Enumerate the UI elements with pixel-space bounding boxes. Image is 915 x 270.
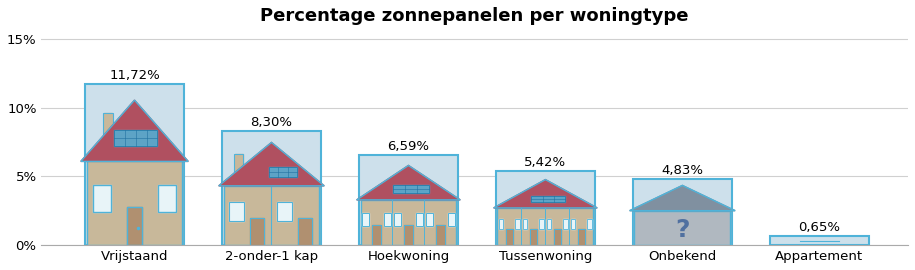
Bar [499,219,503,229]
Bar [269,167,297,177]
Bar [447,214,455,226]
Polygon shape [357,166,460,200]
Bar [85,84,184,245]
Bar [634,211,730,245]
Bar [298,218,312,245]
Bar [587,219,592,229]
Bar [394,214,401,226]
Bar [540,219,544,229]
Title: Percentage zonnepanelen per woningtype: Percentage zonnepanelen per woningtype [261,7,689,25]
Bar [158,185,176,212]
Bar [522,219,527,229]
Text: 6,59%: 6,59% [387,140,429,153]
Bar [415,214,423,226]
Text: 4,83%: 4,83% [662,164,704,177]
Text: 0,65%: 0,65% [799,221,840,234]
Bar [371,225,382,245]
Bar [269,167,297,177]
Bar [393,185,429,193]
Bar [415,214,423,226]
Bar [361,200,457,245]
Bar [383,214,391,226]
Bar [426,214,433,226]
Bar [530,229,537,245]
Bar [498,208,593,245]
Bar [361,200,457,245]
Bar [114,130,157,146]
Bar [578,229,585,245]
Bar [498,208,593,245]
Bar [277,202,292,221]
Bar [298,218,312,245]
Bar [362,214,369,226]
Bar [114,130,157,146]
Bar [230,202,243,221]
Bar [393,185,429,193]
Bar [554,229,561,245]
Polygon shape [219,143,324,186]
Text: 8,30%: 8,30% [251,116,293,129]
Bar [127,207,142,245]
Bar [277,202,292,221]
Bar [404,225,414,245]
Bar [554,229,561,245]
Bar [251,218,264,245]
Bar [515,219,521,229]
Text: 11,72%: 11,72% [109,69,160,82]
Bar [360,155,458,245]
Bar [532,196,565,202]
Bar [522,219,527,229]
Bar [383,214,391,226]
Bar [426,214,433,226]
Bar [362,214,369,226]
Bar [532,196,565,202]
Bar [578,229,585,245]
Bar [394,214,401,226]
Bar [564,219,568,229]
Bar [633,179,732,245]
Bar [447,214,455,226]
Text: ?: ? [675,218,690,242]
Bar [634,211,730,245]
Polygon shape [630,185,735,211]
Bar [230,202,243,221]
Bar [546,219,552,229]
Bar [506,229,512,245]
Bar [436,225,446,245]
Bar [564,219,568,229]
Bar [93,185,111,212]
Bar [158,185,176,212]
Bar [103,113,113,161]
Bar [222,131,321,245]
Bar [515,219,521,229]
Polygon shape [494,180,597,208]
Bar [93,185,111,212]
Bar [770,236,868,245]
Bar [496,171,595,245]
Bar [404,225,414,245]
Bar [587,219,592,229]
Bar [371,225,382,245]
Bar [223,186,319,245]
Bar [87,161,182,245]
Bar [546,219,552,229]
Bar [235,154,242,186]
Bar [436,225,446,245]
Bar [571,219,576,229]
Bar [530,229,537,245]
Bar [499,219,503,229]
Bar [223,186,319,245]
Bar [127,207,142,245]
Bar [103,113,113,161]
Bar [540,219,544,229]
Bar [251,218,264,245]
Polygon shape [81,100,188,161]
Bar [87,161,182,245]
Bar [506,229,512,245]
Bar [571,219,576,229]
Text: 5,42%: 5,42% [524,156,566,168]
Bar [234,154,243,186]
